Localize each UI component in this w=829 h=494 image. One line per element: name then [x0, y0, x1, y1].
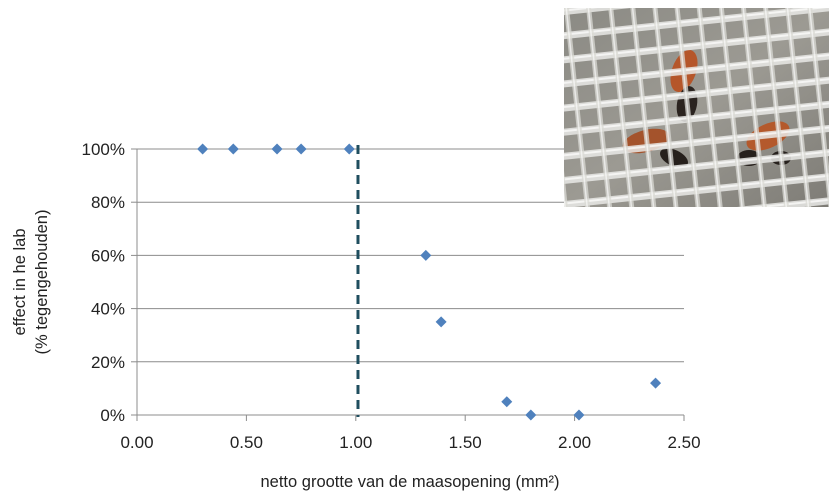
x-tick-label-2: 1.00	[339, 433, 372, 452]
x-tick-label-5: 2.50	[667, 433, 700, 452]
y-tick-label-3: 60%	[91, 246, 125, 265]
y-tick-label-0: 0%	[100, 406, 125, 425]
y-axis-title-line-2: (% tegengehouden)	[33, 210, 51, 355]
data-point-7	[501, 396, 513, 408]
inset-photo-insects-mesh	[564, 8, 829, 207]
x-tick-label-0: 0.00	[120, 433, 153, 452]
data-point-1	[227, 143, 239, 155]
y-axis: 0% 20% 40% 60% 80% 100%	[82, 140, 138, 425]
y-tick-label-5: 100%	[82, 140, 125, 159]
data-point-9	[573, 409, 585, 421]
x-tick-label-3: 1.50	[449, 433, 482, 452]
data-point-3	[295, 143, 307, 155]
x-tick-label-4: 2.00	[558, 433, 591, 452]
mesh-photo-image	[564, 8, 829, 207]
y-axis-title-line-1: effect in he lab	[11, 228, 29, 335]
x-tick-label-1: 0.50	[230, 433, 263, 452]
x-axis: 0.00 0.50 1.00 1.50 2.00 2.50	[120, 414, 701, 452]
y-tick-label-2: 40%	[91, 300, 125, 319]
data-point-6	[435, 316, 447, 328]
y-axis-title: effect in he lab (% tegengehouden)	[11, 210, 51, 355]
data-point-5	[420, 249, 432, 261]
y-tick-label-1: 20%	[91, 353, 125, 372]
data-points	[197, 143, 662, 421]
data-point-10	[650, 377, 662, 389]
y-tick-label-4: 80%	[91, 193, 125, 212]
data-point-0	[197, 143, 209, 155]
data-point-2	[271, 143, 283, 155]
x-axis-title: netto grootte van de maasopening (mm²)	[261, 473, 560, 491]
data-point-4	[343, 143, 355, 155]
data-point-8	[525, 409, 537, 421]
